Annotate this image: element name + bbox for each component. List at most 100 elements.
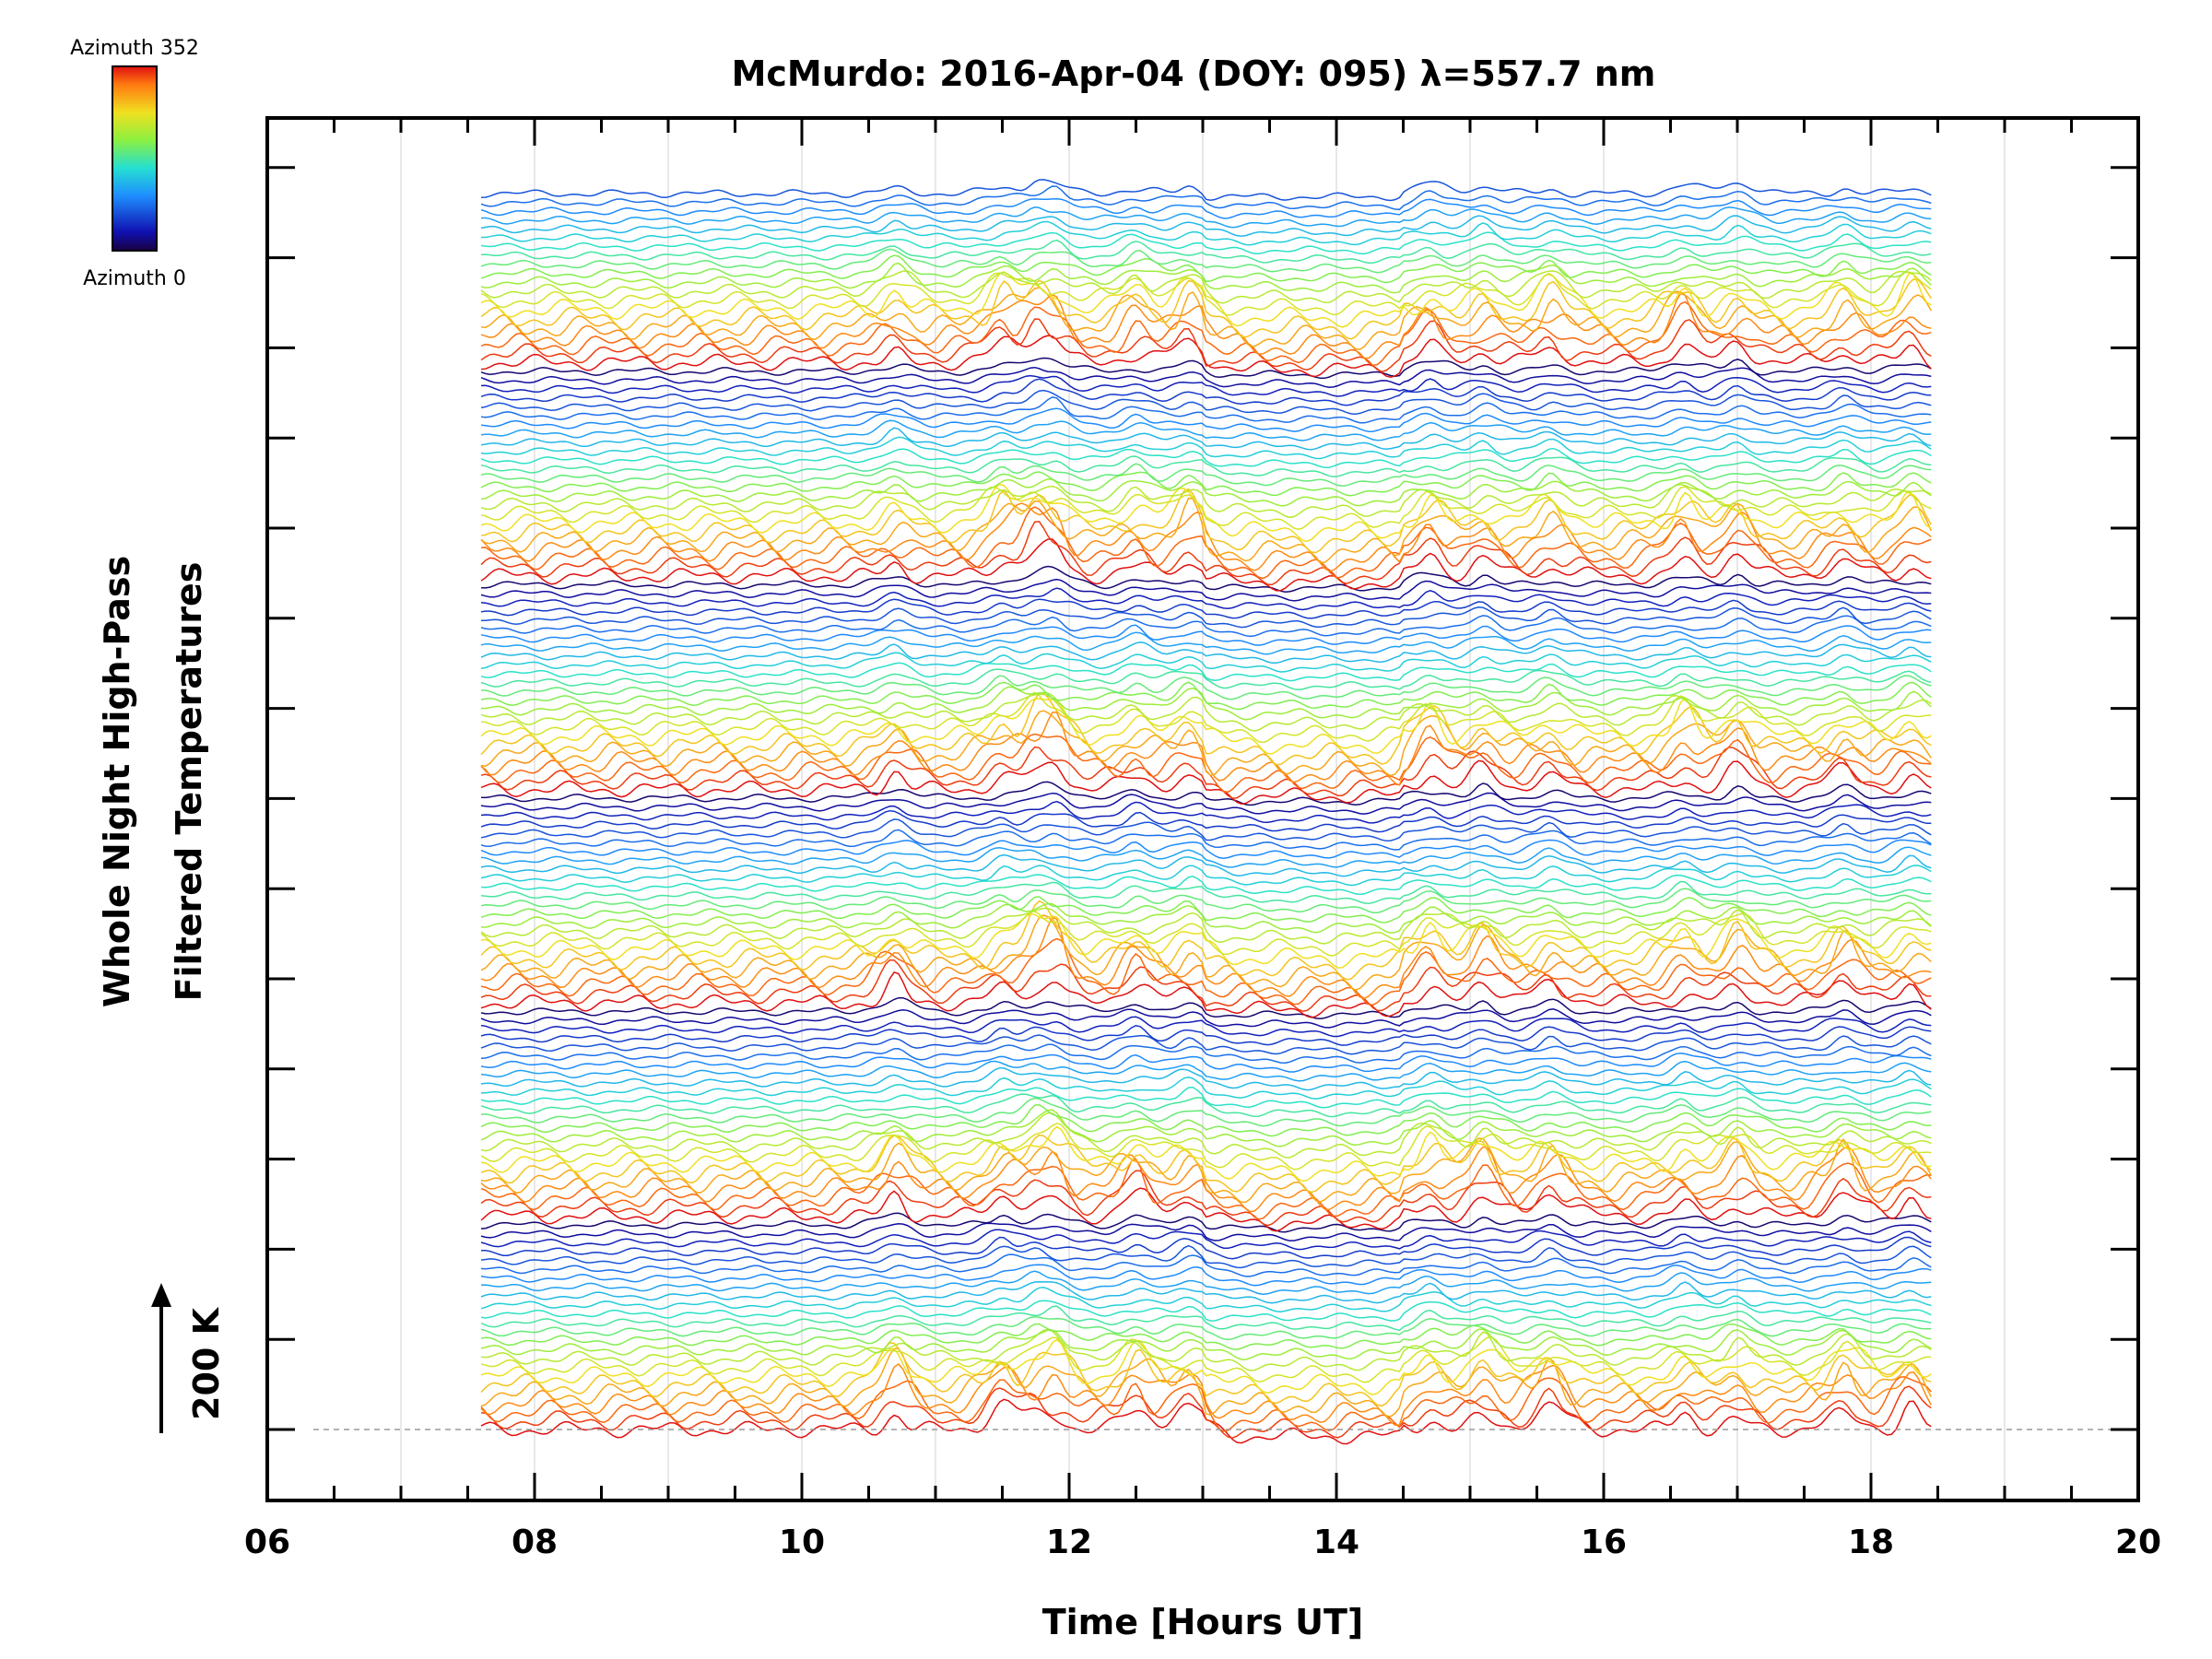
series-line xyxy=(480,1008,1932,1029)
series-line xyxy=(480,1125,1932,1182)
series-line xyxy=(480,675,1932,700)
scale-arrow-head xyxy=(151,1283,171,1307)
axis-ticks xyxy=(265,118,2140,1500)
series-line xyxy=(480,809,1932,833)
series-line xyxy=(480,1123,1932,1171)
series-line xyxy=(480,1323,1932,1350)
series-line xyxy=(480,197,1932,219)
series-line xyxy=(480,800,1932,824)
chart-title: McMurdo: 2016-Apr-04 (DOY: 095) λ=557.7 … xyxy=(732,53,1656,94)
series-line xyxy=(480,1363,1932,1426)
series-line xyxy=(480,668,1932,691)
series-line xyxy=(480,292,1932,359)
x-tick-label: 12 xyxy=(1046,1524,1092,1561)
x-tick-label: 16 xyxy=(1581,1524,1627,1561)
series-line xyxy=(480,1229,1932,1251)
series-line xyxy=(480,937,1932,1006)
series-line xyxy=(480,1097,1932,1127)
series-line xyxy=(480,1043,1932,1065)
series-line xyxy=(480,1338,1932,1395)
series-line xyxy=(480,1253,1932,1277)
series-line xyxy=(480,631,1932,655)
series-line xyxy=(480,357,1932,380)
series-line xyxy=(480,1077,1932,1100)
series-line xyxy=(480,1053,1932,1073)
series-line xyxy=(480,427,1932,451)
series-line xyxy=(480,996,1932,1020)
series-line xyxy=(480,846,1932,868)
series-line xyxy=(480,839,1932,859)
scale-bar-label: 200 K xyxy=(186,1306,227,1420)
series-line xyxy=(480,652,1932,673)
x-tick-label: 14 xyxy=(1313,1524,1359,1561)
series-line xyxy=(480,366,1932,388)
series-line xyxy=(480,1034,1932,1055)
series-line xyxy=(480,254,1932,284)
series-line xyxy=(480,318,1932,372)
series-line xyxy=(480,578,1932,602)
series-line xyxy=(480,712,1932,786)
series-line xyxy=(480,598,1932,619)
x-tick-label: 06 xyxy=(244,1524,290,1561)
scale-bar: 200 K xyxy=(151,1283,227,1433)
series-line xyxy=(480,271,1932,316)
gridlines xyxy=(400,118,2006,1500)
series-line xyxy=(480,378,1932,406)
series-line xyxy=(480,471,1932,497)
series-line xyxy=(480,1112,1932,1159)
series-line xyxy=(480,1222,1932,1241)
series-line xyxy=(480,1109,1932,1147)
series-line xyxy=(480,407,1932,433)
series-line xyxy=(480,1134,1932,1194)
series-line xyxy=(480,902,1932,934)
series-line xyxy=(480,865,1932,887)
x-tick-label: 10 xyxy=(779,1524,825,1561)
series-line xyxy=(480,389,1932,416)
series-line xyxy=(480,900,1932,981)
series-line xyxy=(480,1316,1932,1341)
series-line xyxy=(480,896,1932,924)
series-line xyxy=(480,262,1932,294)
series-line xyxy=(480,521,1932,586)
series-line xyxy=(480,185,1932,211)
series-line xyxy=(481,220,1932,246)
series-line xyxy=(480,792,1932,815)
series-line xyxy=(480,206,1932,229)
series-line xyxy=(480,1212,1932,1233)
series-line xyxy=(480,447,1932,469)
series-line xyxy=(480,463,1932,488)
x-tick-label: 08 xyxy=(512,1524,558,1561)
y-axis-label-line2: Filtered Temperatures xyxy=(169,562,209,1002)
series-line xyxy=(480,1280,1932,1304)
series-line xyxy=(480,829,1932,851)
series-line xyxy=(480,455,1932,477)
series-line xyxy=(480,691,1932,766)
series-line xyxy=(480,1376,1932,1432)
series-line xyxy=(480,1305,1932,1332)
series-line xyxy=(480,1187,1932,1232)
series-line xyxy=(480,1146,1932,1213)
series-line xyxy=(480,483,1932,519)
series-line xyxy=(480,565,1932,593)
series-line xyxy=(480,615,1932,638)
series-line xyxy=(480,914,1932,991)
series-line xyxy=(480,1264,1932,1287)
series-line xyxy=(481,606,1932,629)
y-axis-label-line1: Whole Night High-Pass xyxy=(97,556,137,1007)
series-line xyxy=(480,1093,1932,1118)
series-line xyxy=(480,959,1932,1012)
series-line xyxy=(480,911,1932,957)
series-line xyxy=(480,1016,1932,1038)
series-line xyxy=(480,759,1932,805)
series-line xyxy=(480,488,1932,554)
series-line xyxy=(480,710,1932,777)
series-line xyxy=(480,681,1932,711)
series-line xyxy=(480,1270,1932,1296)
series-line xyxy=(480,1328,1932,1360)
series-line xyxy=(480,662,1932,682)
series-line xyxy=(480,1300,1932,1322)
series-line xyxy=(480,888,1932,913)
series-line xyxy=(480,916,1932,1000)
series-line xyxy=(480,287,1932,350)
